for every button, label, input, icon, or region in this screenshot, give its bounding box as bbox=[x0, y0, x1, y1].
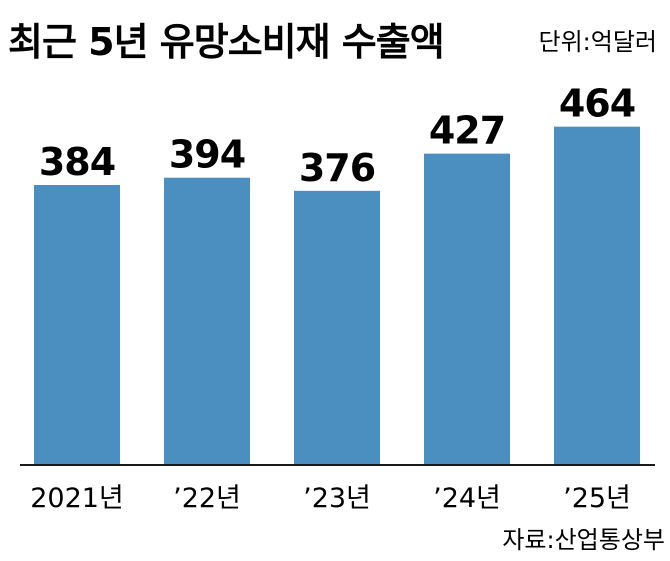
x-tick-label: 2021년 bbox=[30, 483, 124, 514]
x-tick-label: ’25년 bbox=[563, 483, 631, 514]
value-labels-group: 384 394 376 427 464 bbox=[39, 82, 636, 190]
source-label: 자료:산업통상부 bbox=[502, 526, 665, 554]
bar bbox=[34, 185, 120, 465]
value-label: 394 bbox=[169, 133, 245, 177]
x-tick-label: ’23년 bbox=[303, 483, 371, 514]
bar bbox=[164, 177, 250, 466]
value-label: 384 bbox=[39, 140, 115, 184]
value-label: 376 bbox=[299, 146, 375, 190]
unit-label: 단위:억달러 bbox=[539, 28, 658, 56]
value-label: 464 bbox=[559, 82, 635, 126]
bar bbox=[294, 190, 380, 466]
chart-title: 최근 5년 유망소비재 수출액 bbox=[8, 20, 444, 64]
value-label: 427 bbox=[429, 109, 505, 153]
x-tick-label: ’24년 bbox=[433, 483, 501, 514]
bar bbox=[424, 153, 510, 466]
x-tick-label: ’22년 bbox=[173, 483, 241, 514]
x-tick-labels-group: 2021년 ’22년 ’23년 ’24년 ’25년 bbox=[30, 483, 631, 514]
bars-group bbox=[34, 126, 640, 466]
bar bbox=[554, 126, 640, 466]
